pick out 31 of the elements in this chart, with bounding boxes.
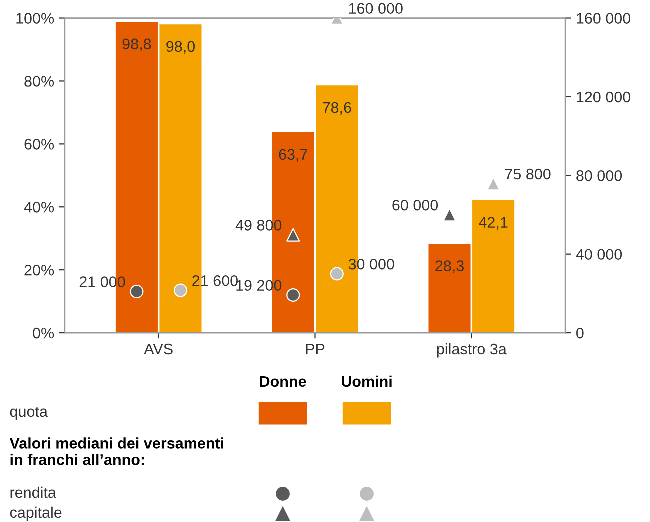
y-tick-label: 20%	[24, 264, 54, 276]
y2-tick-label: 160 000	[577, 13, 631, 24]
x-tick-label: PP	[306, 344, 325, 355]
text: capitale	[10, 506, 62, 522]
text: Uomini	[342, 376, 392, 388]
data-label: 75 800	[505, 168, 551, 180]
data-label: 98,0	[166, 41, 196, 54]
y-tick-label: 0%	[33, 328, 54, 339]
y2-tick-label: 40 000	[576, 249, 622, 260]
y-tick-label: 40%	[24, 202, 54, 213]
bar	[472, 200, 515, 334]
y-tick-label: 80%	[24, 76, 54, 87]
text: rendita	[10, 486, 56, 498]
data-label: 98,8	[122, 38, 152, 52]
text: quota	[10, 407, 48, 420]
data-label: 63,7	[279, 149, 308, 162]
data-label: 78,6	[323, 102, 352, 115]
text: Donne	[260, 376, 306, 388]
y-tick-label: 100%	[16, 13, 54, 24]
y-tick-label: 60%	[24, 139, 54, 150]
data-label: 28,3	[436, 260, 464, 274]
legend-title: Valori mediani dei versamenti in franchi all’anno:	[10, 438, 224, 466]
y2-tick-label: 120 000	[577, 92, 631, 103]
data-label: 42,1	[479, 217, 508, 230]
x-tick-label: AVS	[144, 344, 173, 355]
x-tick-label: pilastro 3a	[437, 343, 507, 358]
y2-tick-label: 80 000	[576, 170, 622, 182]
y2-tick-label: 0	[576, 328, 584, 339]
data-label: 60 000	[392, 200, 438, 211]
bar	[428, 244, 471, 334]
data-label: 160 000	[349, 3, 403, 14]
